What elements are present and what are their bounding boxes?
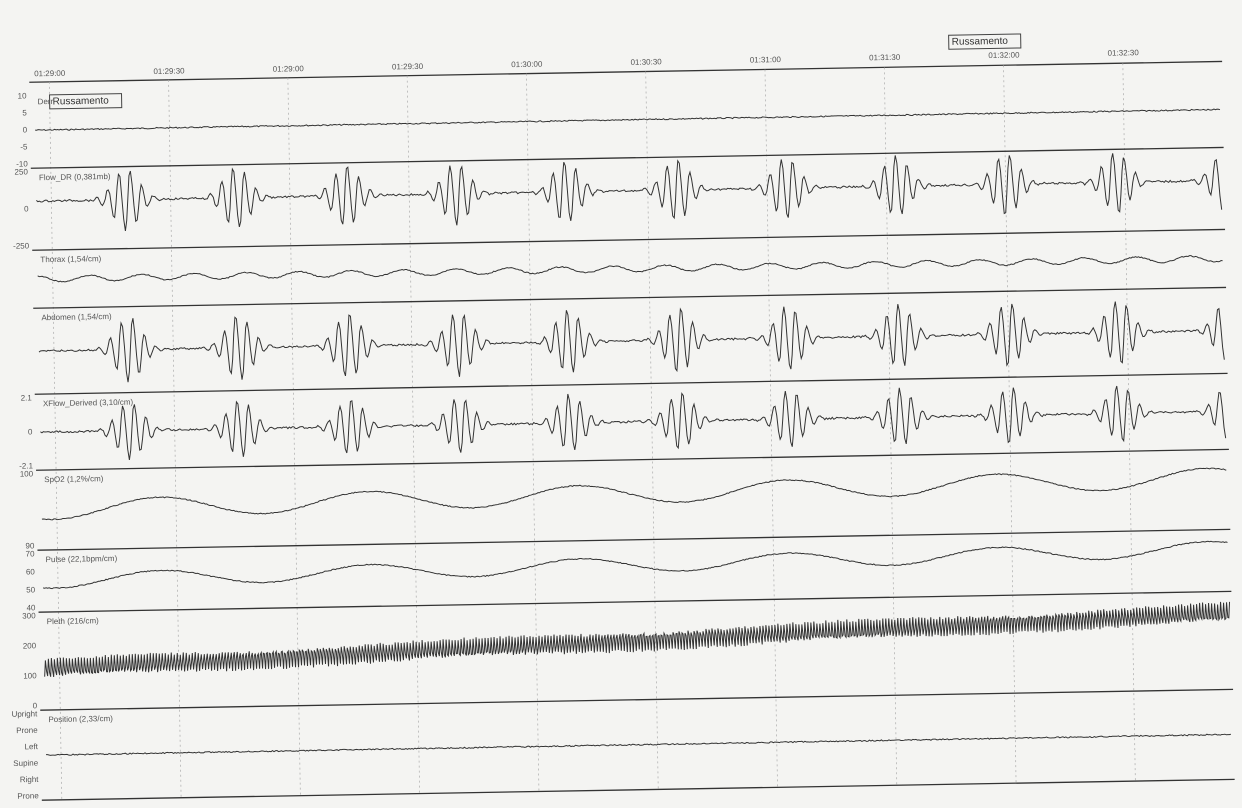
channel-tick: 100: [23, 671, 37, 680]
channel-separator: [30, 146, 1224, 169]
time-label: 01:30:00: [511, 60, 543, 70]
channel-separator: [37, 528, 1231, 551]
channel-label: Pulse (22,1bpm/cm): [46, 554, 118, 564]
channel-label: Flow_DR (0,381mb): [39, 172, 111, 182]
channel-tick: -10: [16, 159, 28, 168]
channel-tick: Right: [20, 775, 40, 784]
channel-label: Derr: [38, 97, 54, 106]
channel-tick: 250: [14, 167, 28, 176]
waveform: [41, 467, 1227, 521]
channel-tick: 0: [23, 125, 28, 134]
channel-tick: 0: [28, 427, 33, 436]
waveform: [35, 108, 1221, 132]
waveform: [37, 255, 1223, 283]
channel-tick: 40: [26, 603, 36, 612]
channel-separator: [33, 286, 1227, 309]
channel-label: XFlow_Derived (3,10/cm): [43, 398, 134, 409]
waveform: [46, 733, 1231, 756]
channel-tick: 2.1: [21, 393, 33, 402]
waveform: [40, 385, 1227, 460]
channel-label: Pleth (216/cm): [47, 616, 100, 626]
time-label: 01:29:00: [273, 64, 305, 74]
channel-tick: 0: [33, 701, 38, 710]
time-grid-line: [168, 79, 182, 798]
annotation: Russamento: [53, 96, 110, 108]
time-axis-line: [29, 60, 1223, 83]
channel-tick: Prone: [16, 726, 38, 735]
channel-tick: Prone: [17, 791, 39, 800]
channel-separator: [36, 448, 1229, 471]
time-label: 01:31:30: [869, 53, 901, 63]
time-grid-line: [406, 75, 421, 794]
time-label: 01:30:30: [630, 57, 662, 67]
channel-label: SpO2 (1,2%/cm): [44, 474, 104, 484]
time-grid-line: [1003, 65, 1017, 784]
channel-tick: 200: [23, 641, 37, 650]
channel-tick: 5: [22, 108, 27, 117]
channel-separator: [34, 372, 1228, 395]
channel-tick: 100: [20, 469, 34, 478]
time-label: 01:29:00: [34, 69, 66, 79]
scan-page: 01:29:00 01:29:30 01:29:00 01:29:30 01:30:00…: [11, 33, 1235, 801]
time-grid-line: [645, 71, 659, 790]
time-grid-line: [287, 77, 301, 796]
channel-tick: 60: [26, 567, 36, 576]
channel-tick: -250: [13, 241, 30, 250]
waveform: [38, 301, 1225, 383]
channel-label: Position (2,33/cm): [48, 714, 113, 724]
channel-label: Thorax (1,54/cm): [40, 254, 101, 264]
waveform: [36, 153, 1223, 231]
channel-tick: Supine: [13, 759, 39, 768]
time-grid-line: [526, 73, 540, 792]
annotation: Russamento: [952, 36, 1009, 48]
time-label: 01:32:00: [988, 50, 1020, 60]
time-label: 01:31:00: [750, 55, 782, 65]
channel-separator: [38, 590, 1232, 613]
channel-separator: [32, 228, 1226, 251]
channel-label: Abdomen (1,54/cm): [41, 312, 112, 322]
waveform: [43, 540, 1228, 590]
channel-tick: 10: [18, 91, 28, 100]
annotation-box: [49, 93, 123, 110]
time-label: 01:32:30: [1108, 48, 1140, 58]
channel-tick: Upright: [11, 709, 38, 718]
channel-tick: 300: [22, 611, 36, 620]
waveform: [44, 601, 1231, 678]
channel-separator: [40, 688, 1234, 711]
channel-tick: 50: [26, 585, 36, 594]
channel-tick: 70: [26, 549, 36, 558]
channel-tick: Left: [24, 742, 38, 751]
channel-tick: 90: [25, 541, 35, 550]
time-grid-line: [48, 81, 63, 800]
channel-tick: -5: [20, 142, 28, 151]
channel-tick: 0: [24, 204, 29, 213]
channel-tick: -2.1: [19, 461, 33, 470]
annotation-box: [948, 33, 1022, 50]
channel-separator: [41, 778, 1235, 801]
time-label: 01:29:30: [392, 62, 424, 72]
time-label: 01:29:30: [153, 66, 185, 76]
